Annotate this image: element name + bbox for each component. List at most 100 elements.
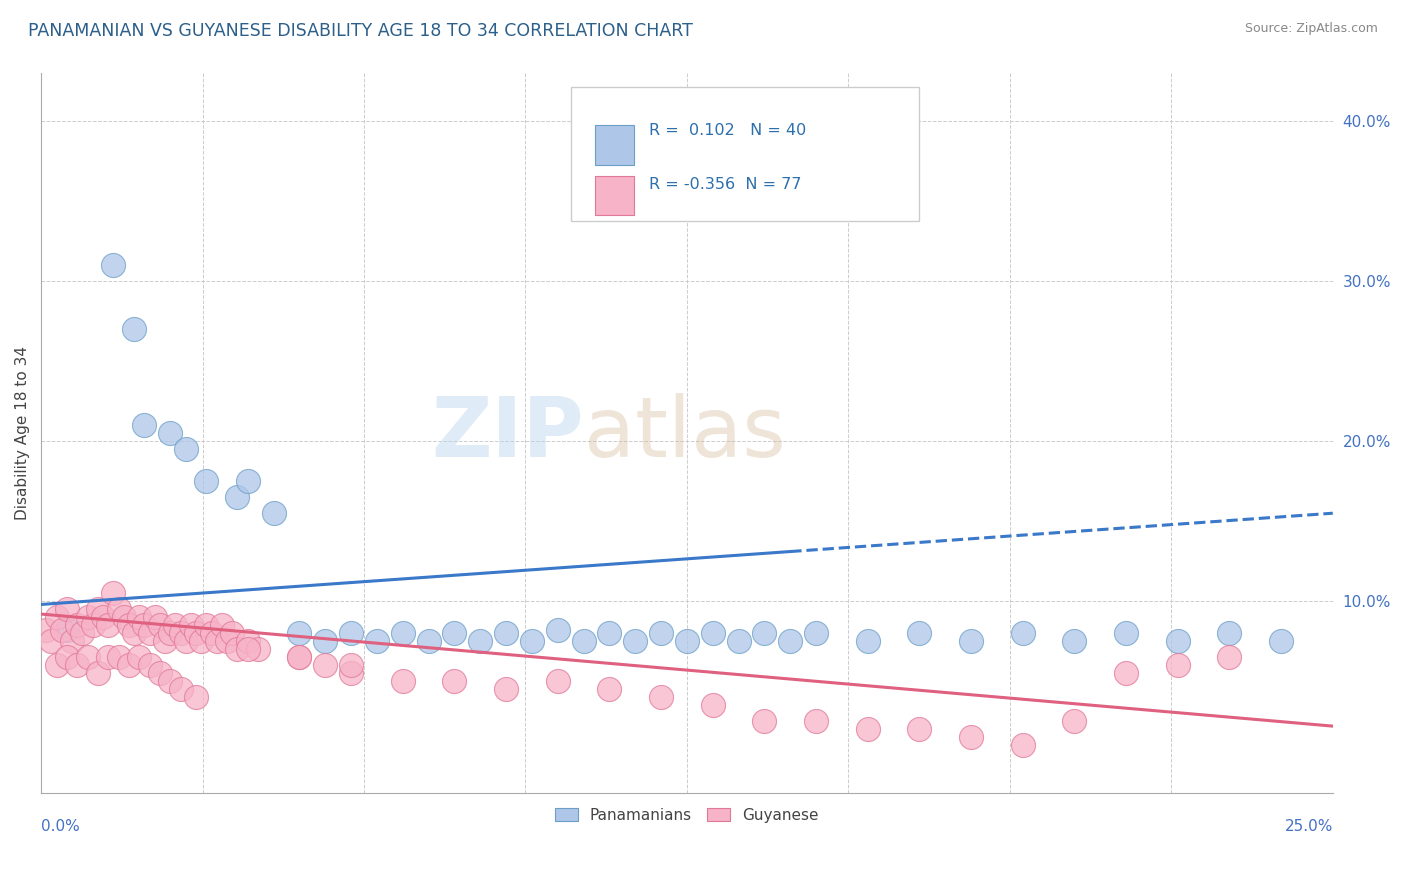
Point [35, 623, 58, 637]
Text: atlas: atlas [583, 392, 786, 474]
Point [60, 634, 83, 648]
Point [418, 634, 440, 648]
Point [195, 474, 218, 488]
Point [138, 626, 160, 640]
Point [520, 634, 543, 648]
Point [128, 610, 150, 624]
Point [366, 634, 388, 648]
Point [804, 714, 827, 729]
Point [288, 650, 311, 665]
FancyBboxPatch shape [595, 125, 634, 165]
Text: Source: ZipAtlas.com: Source: ZipAtlas.com [1244, 22, 1378, 36]
Point [908, 723, 931, 737]
Point [174, 442, 197, 457]
Point [159, 626, 181, 640]
Point [236, 642, 259, 657]
Point [443, 674, 465, 689]
Point [143, 610, 166, 624]
Point [443, 626, 465, 640]
FancyBboxPatch shape [571, 87, 920, 220]
Point [82, 618, 104, 632]
Point [149, 618, 172, 632]
Point [804, 626, 827, 640]
Point [159, 426, 181, 441]
Text: R =  0.102   N = 40: R = 0.102 N = 40 [650, 123, 807, 138]
Point [41, 634, 63, 648]
Point [598, 682, 620, 697]
Text: PANAMANIAN VS GUYANESE DISABILITY AGE 18 TO 34 CORRELATION CHART: PANAMANIAN VS GUYANESE DISABILITY AGE 18… [28, 22, 693, 40]
Point [856, 634, 879, 648]
Point [122, 626, 145, 640]
Point [1011, 626, 1033, 640]
Point [236, 634, 259, 648]
Point [314, 658, 336, 673]
Point [107, 650, 129, 665]
Point [247, 642, 270, 657]
Point [180, 618, 202, 632]
Point [1167, 634, 1189, 648]
Point [754, 714, 776, 729]
Point [97, 650, 120, 665]
Point [856, 723, 879, 737]
Point [288, 626, 311, 640]
Point [470, 634, 492, 648]
Point [727, 634, 749, 648]
Point [134, 618, 156, 632]
Point [169, 682, 191, 697]
Point [340, 658, 363, 673]
Point [122, 322, 145, 336]
Point [138, 658, 160, 673]
Point [650, 690, 672, 705]
Point [51, 623, 73, 637]
Text: 0.0%: 0.0% [41, 819, 80, 833]
Point [779, 634, 801, 648]
Point [128, 650, 150, 665]
Point [1115, 626, 1137, 640]
Point [76, 610, 98, 624]
Point [391, 674, 413, 689]
Point [195, 618, 218, 632]
Point [72, 626, 94, 640]
Point [1218, 626, 1240, 640]
Point [97, 618, 120, 632]
Point [87, 602, 110, 616]
Point [76, 650, 98, 665]
Point [205, 634, 228, 648]
Point [226, 490, 249, 504]
Point [149, 666, 172, 681]
Point [153, 634, 176, 648]
Point [226, 642, 249, 657]
Point [547, 623, 569, 637]
Point [1115, 666, 1137, 681]
Point [201, 626, 224, 640]
Point [45, 658, 67, 673]
Point [314, 634, 336, 648]
Point [103, 586, 125, 600]
Point [56, 650, 79, 665]
Point [598, 626, 620, 640]
Point [184, 626, 207, 640]
Point [702, 626, 724, 640]
Point [112, 610, 135, 624]
Text: ZIP: ZIP [432, 392, 583, 474]
Point [159, 674, 181, 689]
Point [340, 666, 363, 681]
Y-axis label: Disability Age 18 to 34: Disability Age 18 to 34 [15, 346, 30, 520]
Point [169, 626, 191, 640]
Point [650, 626, 672, 640]
Point [118, 658, 141, 673]
Point [184, 690, 207, 705]
Point [702, 698, 724, 713]
Point [45, 610, 67, 624]
Point [676, 634, 699, 648]
Point [56, 602, 79, 616]
Point [288, 650, 311, 665]
Point [1167, 658, 1189, 673]
Point [190, 634, 212, 648]
Point [217, 634, 239, 648]
Point [174, 634, 197, 648]
Point [1270, 634, 1292, 648]
Point [572, 634, 595, 648]
Point [754, 626, 776, 640]
Point [91, 610, 114, 624]
